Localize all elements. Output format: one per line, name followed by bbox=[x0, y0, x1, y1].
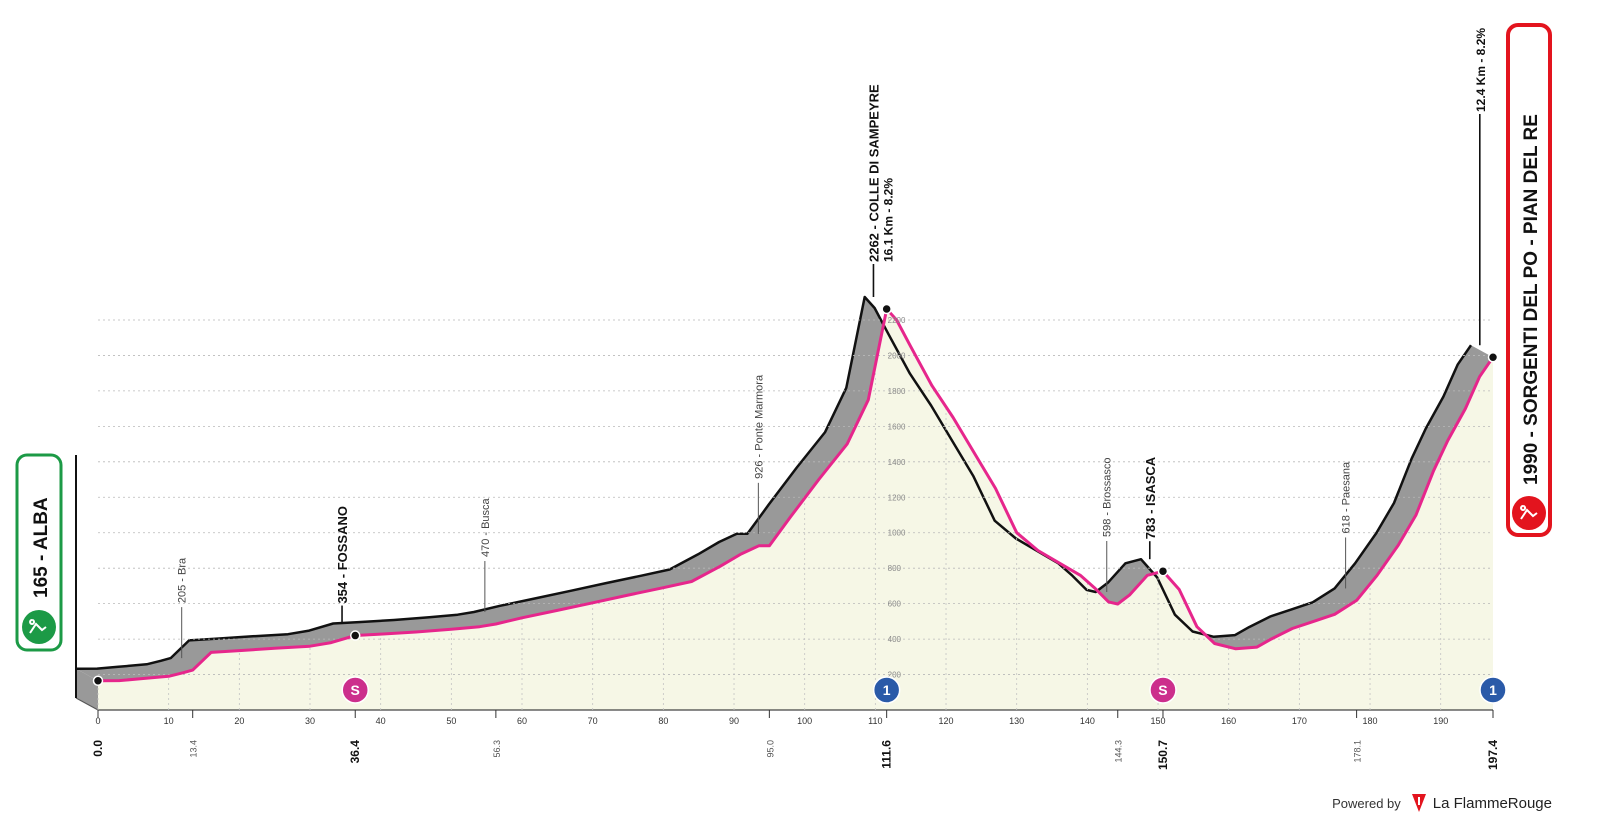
race-line bbox=[92, 303, 1499, 686]
x-tick-label: 80 bbox=[658, 716, 668, 726]
climb-stats-label: 12.4 Km - 8.2% bbox=[1474, 28, 1488, 112]
milestone-km-label: 150.7 bbox=[1156, 740, 1170, 770]
milestone-km-label: 56.3 bbox=[492, 740, 502, 758]
start-finish-badges: 165 - ALBA 1990 - SORGENTI DEL PO - PIAN … bbox=[15, 23, 1552, 652]
minor-place-label: 618 - Paesana bbox=[1341, 461, 1353, 533]
brand-text: La FlammeRouge bbox=[1432, 794, 1552, 812]
x-tick-label: 40 bbox=[376, 716, 386, 726]
x-tick-label: 0 bbox=[95, 716, 100, 726]
profile-side bbox=[76, 668, 98, 710]
major-place-label: 2262 - COLLE DI SAMPEYRE bbox=[866, 84, 881, 262]
sprint-marker-icon bbox=[1149, 676, 1177, 704]
y-tick-label: 2000 bbox=[888, 351, 906, 360]
y-tick-label: 1800 bbox=[888, 387, 906, 396]
waypoint-dot bbox=[92, 675, 104, 686]
y-tick-label: 400 bbox=[888, 635, 902, 644]
y-tick-label: 1200 bbox=[888, 493, 906, 502]
x-tick-label: 130 bbox=[1009, 716, 1024, 726]
classification-markers: S 1 S 1 bbox=[341, 676, 1507, 704]
x-tick-label: 160 bbox=[1221, 716, 1236, 726]
waypoint-dot bbox=[1487, 351, 1499, 363]
kom-marker-icon bbox=[1479, 676, 1507, 704]
cyclist-glyph-icon bbox=[1520, 505, 1538, 520]
x-axis-ticks: 0 10 20 30 40 50 60 70 80 90 100 110 120 130 140 150 160… bbox=[95, 716, 1448, 726]
y-tick-label: 800 bbox=[888, 564, 902, 573]
y-tick-label: 1400 bbox=[888, 458, 906, 467]
profile-floor-edge bbox=[75, 697, 99, 711]
x-tick-label: 180 bbox=[1363, 716, 1378, 726]
waypoint-dot bbox=[881, 303, 892, 315]
credit: Powered by La FlammeRouge bbox=[1332, 793, 1552, 813]
x-tick-label: 110 bbox=[868, 716, 882, 726]
y-tick-label: 200 bbox=[888, 671, 902, 680]
x-tick-label: 90 bbox=[729, 716, 739, 726]
powered-by-text: Powered by bbox=[1332, 795, 1401, 811]
kom-marker-icon bbox=[872, 676, 901, 704]
waypoint-dot bbox=[1157, 565, 1169, 577]
marker-symbol: S bbox=[351, 682, 360, 698]
x-tick-label: 120 bbox=[939, 716, 954, 726]
x-tick-label: 20 bbox=[234, 716, 244, 726]
minor-place-label: 926 - Ponte Marmora bbox=[753, 374, 765, 479]
start-badge bbox=[15, 453, 63, 652]
milestone-km-label: 13.4 bbox=[189, 740, 199, 758]
x-tick-label: 10 bbox=[164, 716, 174, 726]
x-tick-label: 140 bbox=[1080, 716, 1095, 726]
y-tick-label: 2200 bbox=[888, 316, 906, 325]
marker-symbol: 1 bbox=[883, 682, 891, 698]
profile-edge bbox=[75, 295, 1473, 671]
marker-symbol: 1 bbox=[1489, 682, 1497, 698]
y-axis-ticks: 200 400 600 800 1000 1200 1400 1600 1800 2000 2200 bbox=[888, 316, 906, 680]
x-tick-label: 170 bbox=[1292, 716, 1307, 726]
minor-place-label: 598 - Brossasco bbox=[1102, 458, 1114, 537]
milestone-km-label: 111.6 bbox=[880, 740, 894, 769]
grid-lines bbox=[97, 319, 1493, 710]
milestone-km-label: 0.0 bbox=[91, 740, 105, 757]
x-tick-label: 30 bbox=[305, 716, 315, 726]
waypoint-dot bbox=[349, 630, 361, 641]
minor-place-label: 470 - Busca bbox=[480, 497, 492, 557]
x-tick-label: 100 bbox=[797, 716, 812, 726]
y-tick-label: 1600 bbox=[888, 422, 906, 431]
marker-symbol: S bbox=[1158, 682, 1167, 698]
y-tick-label: 600 bbox=[888, 600, 902, 609]
place-labels: 0.0 13.4 36.4 56.3 95.0 111.6 144.3 150.7 178.1 1… bbox=[91, 28, 1500, 770]
start-label: 165 - ALBA bbox=[31, 497, 52, 598]
x-tick-label: 70 bbox=[588, 716, 598, 726]
x-tick-label: 150 bbox=[1151, 716, 1166, 726]
profile-fill bbox=[98, 309, 1493, 710]
x-tick-label: 60 bbox=[517, 716, 527, 726]
sprint-marker-icon bbox=[341, 676, 369, 704]
finish-label: 1990 - SORGENTI DEL PO - PIAN DEL RE bbox=[1521, 114, 1542, 485]
milestone-km-label: 95.0 bbox=[765, 740, 775, 758]
milestone-km-label: 197.4 bbox=[1486, 740, 1500, 770]
milestone-km-label: 178.1 bbox=[1353, 740, 1363, 763]
major-place-label: 783 - ISASCA bbox=[1143, 456, 1158, 539]
x-tick-label: 190 bbox=[1433, 716, 1448, 726]
milestone-km-label: 144.3 bbox=[1114, 740, 1124, 763]
flamme-rouge-logo-icon bbox=[1411, 794, 1426, 812]
climb-stats-label: 16.1 Km - 8.2% bbox=[881, 178, 895, 262]
y-tick-label: 1000 bbox=[888, 529, 906, 538]
milestone-km-label: 36.4 bbox=[348, 740, 362, 764]
major-place-label: 354 - FOSSANO bbox=[335, 506, 350, 604]
minor-place-label: 205 - Bra bbox=[177, 557, 189, 603]
finish-badge bbox=[1506, 23, 1552, 537]
cyclist-glyph-icon bbox=[29, 619, 47, 634]
x-tick-label: 50 bbox=[446, 716, 456, 726]
